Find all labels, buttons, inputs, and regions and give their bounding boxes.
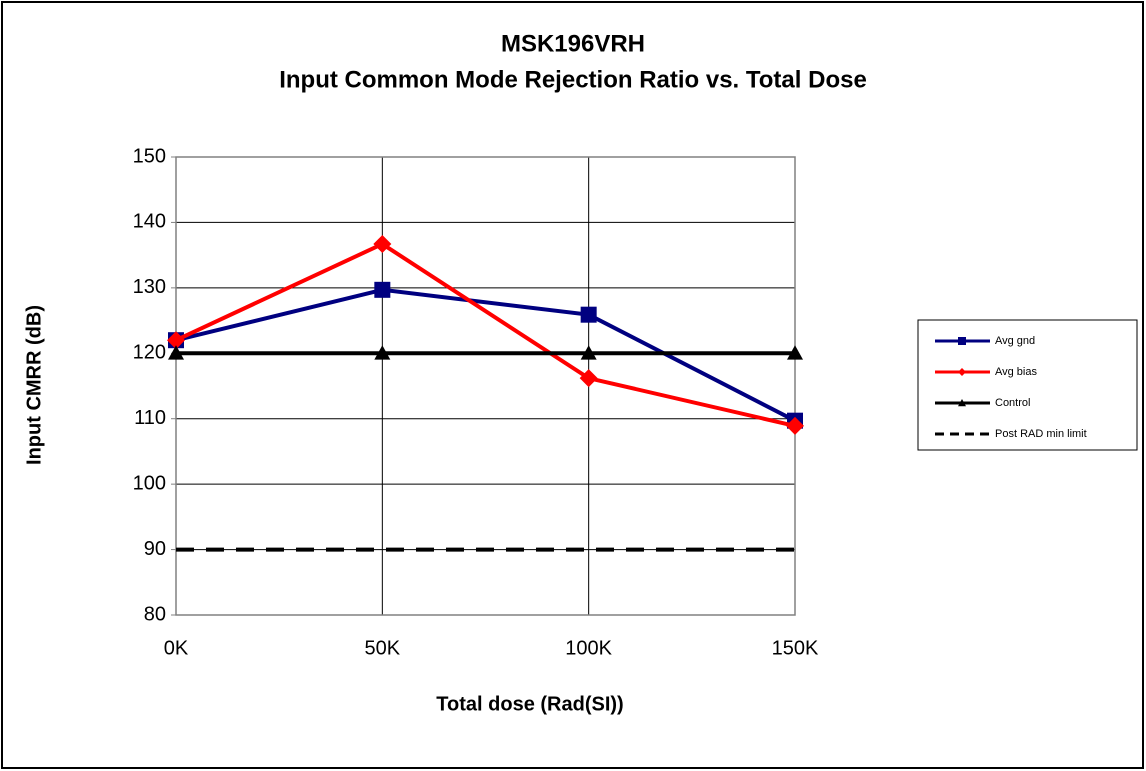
marker (579, 369, 598, 388)
marker (373, 235, 392, 254)
y-tick-label: 90 (144, 538, 166, 560)
marker (167, 331, 185, 350)
marker (958, 399, 966, 407)
marker (580, 345, 597, 360)
y-tick-label: 140 (133, 211, 166, 233)
y-tick-label: 150 (133, 145, 166, 167)
legend-label: Control (995, 397, 1030, 409)
y-tick-label: 80 (144, 603, 166, 625)
y-tick-label: 120 (133, 342, 166, 364)
y-axis-label: Input CMRR (dB) (23, 305, 45, 465)
y-tick-label: 100 (133, 472, 166, 494)
marker (580, 306, 597, 323)
series-line (175, 287, 796, 423)
marker (787, 345, 803, 360)
plot-area (175, 156, 796, 616)
x-tick-label: 150K (772, 637, 819, 659)
x-tick-label: 100K (565, 637, 612, 659)
x-axis-label: Total dose (Rad(SI)) (436, 693, 623, 715)
marker (374, 345, 391, 360)
x-tick-label: 50K (365, 637, 401, 659)
x-tick-label: 0K (164, 637, 189, 659)
y-tick-label: 110 (134, 407, 166, 429)
legend-label: Post RAD min limit (995, 428, 1087, 440)
chart-subtitle: Input Common Mode Rejection Ratio vs. To… (279, 66, 867, 93)
marker (958, 368, 966, 376)
y-tick-label: 130 (133, 276, 166, 298)
marker (374, 281, 391, 298)
marker (786, 416, 804, 435)
legend-label: Avg bias (995, 366, 1037, 378)
legend-label: Avg gnd (995, 335, 1035, 347)
series-line (175, 241, 796, 428)
chart-title: MSK196VRH (501, 30, 645, 57)
marker (958, 337, 966, 345)
marker (168, 345, 184, 360)
